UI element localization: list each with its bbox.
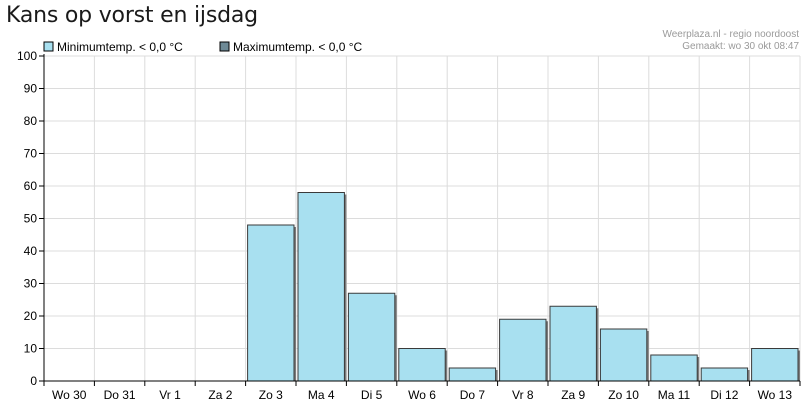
axes bbox=[39, 54, 800, 382]
bar-wo-6 bbox=[398, 348, 448, 382]
bar bbox=[297, 192, 345, 382]
bars bbox=[247, 192, 800, 382]
x-axis-ticks: Wo 30 Do 31 Vr 1 Za 2 Zo 3 Ma 4 Di 5 Wo 6 Do 7 Vr… bbox=[43, 381, 801, 402]
x-tick-label: Wo 13 bbox=[758, 388, 793, 402]
bar bbox=[398, 348, 446, 382]
x-tick-label: Za 2 bbox=[208, 388, 232, 402]
x-tick-label: Di 12 bbox=[710, 388, 738, 402]
x-tick-label: Za 9 bbox=[561, 388, 585, 402]
bar-vr-8 bbox=[499, 318, 548, 382]
bar bbox=[549, 305, 597, 382]
x-tick-label: Wo 6 bbox=[408, 388, 436, 402]
y-tick-label: 60 bbox=[24, 179, 38, 193]
x-tick-label: Zo 10 bbox=[608, 388, 639, 402]
x-tick-label: Di 5 bbox=[361, 388, 383, 402]
bar-zo-3 bbox=[247, 224, 296, 382]
bar-zo-10 bbox=[599, 328, 649, 382]
x-tick-label: Do 31 bbox=[104, 388, 136, 402]
legend-label: Minimumtemp. < 0,0 °C bbox=[57, 40, 183, 54]
legend-swatch bbox=[219, 41, 230, 52]
page-title: Kans op vorst en ijsdag bbox=[6, 3, 258, 28]
bar bbox=[650, 354, 698, 382]
y-tick-label: 30 bbox=[24, 277, 38, 291]
y-tick-label: 90 bbox=[24, 82, 38, 96]
bar bbox=[448, 367, 497, 382]
bar-di-5 bbox=[347, 292, 397, 382]
x-tick-label: Ma 4 bbox=[308, 388, 335, 402]
bar-za-9 bbox=[549, 305, 599, 382]
bar-wo-13 bbox=[751, 348, 800, 382]
y-axis-ticks: 0 10 20 30 40 50 60 70 80 90 100 bbox=[17, 49, 44, 388]
legend-item: Maximumtemp. < 0,0 °C bbox=[219, 40, 363, 54]
bar-do-7 bbox=[448, 367, 498, 382]
legend-swatch bbox=[43, 41, 54, 52]
y-tick-label: 80 bbox=[24, 114, 38, 128]
bar-di-12 bbox=[700, 367, 750, 382]
source-text: Weerplaza.nl - regio noordoost bbox=[662, 29, 799, 40]
y-tick-label: 40 bbox=[24, 244, 38, 258]
x-tick-label: Ma 11 bbox=[658, 388, 691, 402]
legend-label: Maximumtemp. < 0,0 °C bbox=[233, 40, 363, 54]
y-tick-label: 0 bbox=[30, 374, 37, 388]
bar-ma-11 bbox=[650, 354, 700, 382]
bar bbox=[499, 318, 547, 382]
legend: Minimumtemp. < 0,0 °C Maximumtemp. < 0,0 … bbox=[43, 40, 363, 54]
bar-ma-4 bbox=[297, 192, 347, 382]
bar bbox=[700, 367, 749, 382]
created-timestamp: Gemaakt: wo 30 okt 08:47 bbox=[682, 41, 799, 52]
x-tick-label: Vr 1 bbox=[159, 388, 181, 402]
x-tick-label: Do 7 bbox=[460, 388, 486, 402]
chart-source: Weerplaza.nl - regio noordoost Gemaakt: … bbox=[662, 29, 799, 53]
legend-item: Minimumtemp. < 0,0 °C bbox=[43, 40, 183, 54]
y-tick-label: 70 bbox=[24, 147, 38, 161]
y-tick-label: 20 bbox=[24, 309, 38, 323]
bar bbox=[247, 224, 295, 382]
y-tick-label: 100 bbox=[17, 49, 37, 63]
y-tick-label: 50 bbox=[24, 212, 38, 226]
x-tick-label: Vr 8 bbox=[512, 388, 534, 402]
bar bbox=[347, 292, 396, 382]
x-tick-label: Wo 30 bbox=[52, 388, 87, 402]
bar bbox=[599, 328, 648, 382]
grid-lines bbox=[44, 55, 801, 381]
x-tick-label: Zo 3 bbox=[259, 388, 283, 402]
bar bbox=[751, 348, 799, 382]
y-tick-label: 10 bbox=[24, 342, 38, 356]
